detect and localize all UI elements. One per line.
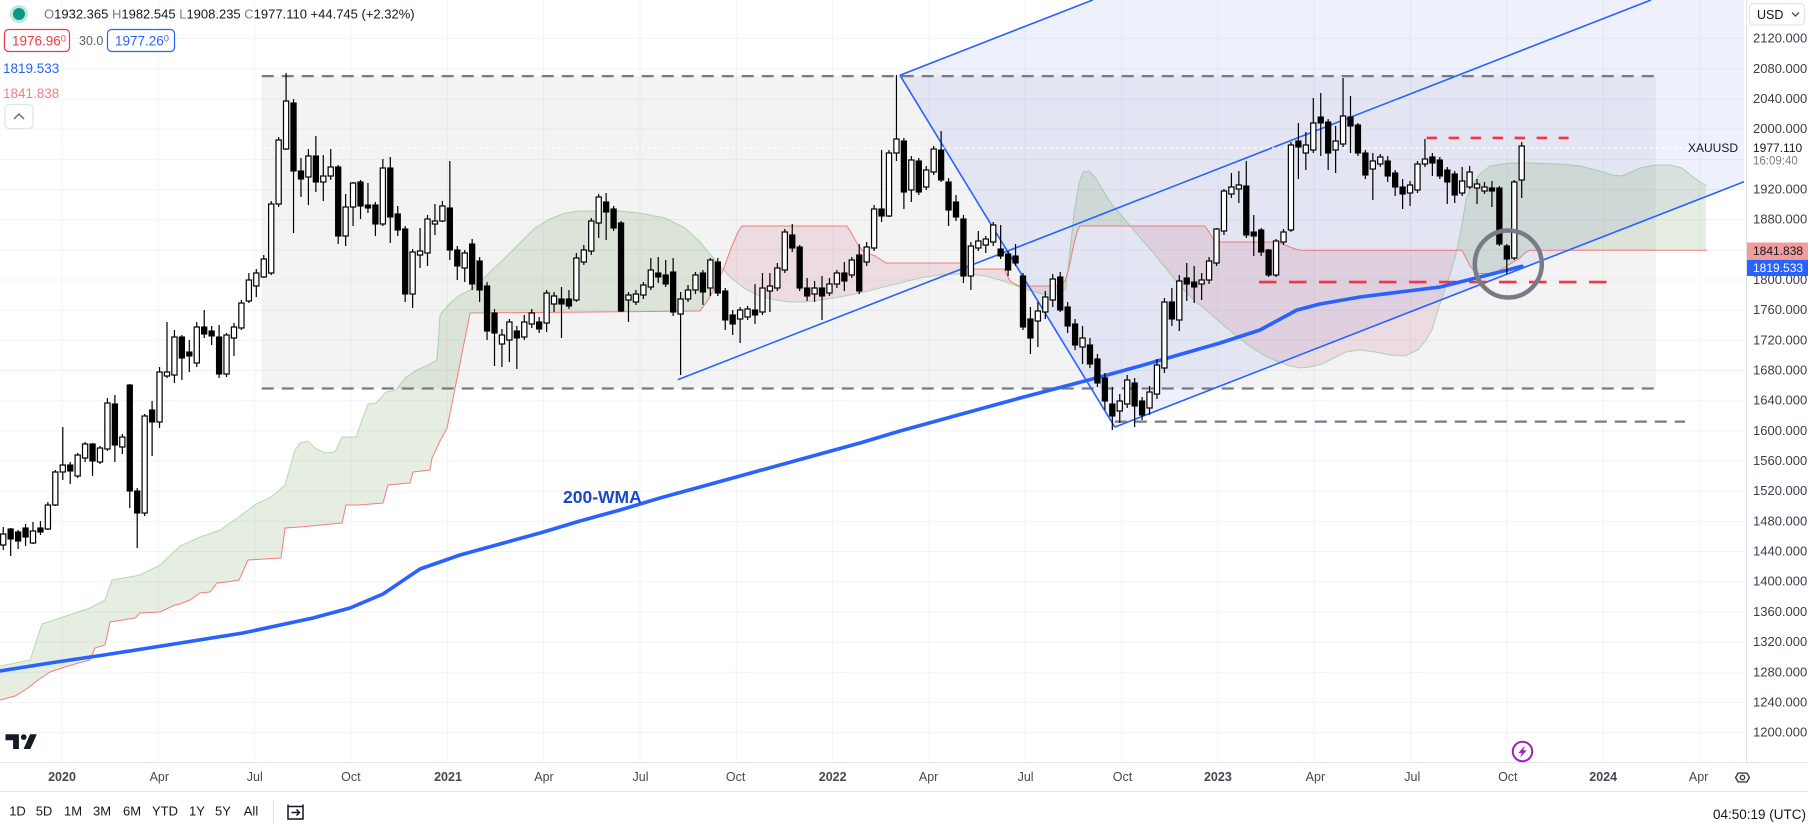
svg-text:1841.838: 1841.838 (1753, 244, 1803, 258)
svg-text:Oct: Oct (1113, 770, 1133, 784)
svg-text:3M: 3M (93, 804, 111, 819)
svg-text:Oct: Oct (726, 770, 746, 784)
svg-text:YTD: YTD (152, 804, 178, 819)
svg-text:04:50:19 (UTC): 04:50:19 (UTC) (1713, 807, 1806, 822)
svg-text:Oct: Oct (1498, 770, 1518, 784)
svg-text:1240.000: 1240.000 (1753, 694, 1807, 709)
svg-text:2022: 2022 (819, 770, 847, 784)
svg-text:1880.000: 1880.000 (1753, 212, 1807, 227)
svg-text:2000.000: 2000.000 (1753, 121, 1807, 136)
svg-text:1400.000: 1400.000 (1753, 574, 1807, 589)
svg-text:1320.000: 1320.000 (1753, 634, 1807, 649)
svg-text:1977.110: 1977.110 (1753, 141, 1802, 155)
svg-text:1841.838: 1841.838 (3, 86, 59, 101)
svg-text:1440.000: 1440.000 (1753, 544, 1807, 559)
svg-text:1560.000: 1560.000 (1753, 453, 1807, 468)
svg-text:1920.000: 1920.000 (1753, 182, 1807, 197)
svg-text:Apr: Apr (919, 770, 938, 784)
svg-text:1M: 1M (64, 804, 82, 819)
svg-text:1819.533: 1819.533 (1753, 261, 1803, 275)
svg-text:XAUUSD: XAUUSD (1688, 141, 1738, 155)
svg-text:Apr: Apr (1689, 770, 1708, 784)
svg-text:2024: 2024 (1589, 770, 1617, 784)
svg-text:Jul: Jul (633, 770, 649, 784)
svg-text:1680.000: 1680.000 (1753, 363, 1807, 378)
svg-text:1280.000: 1280.000 (1753, 664, 1807, 679)
svg-text:Jul: Jul (1018, 770, 1034, 784)
svg-text:Jul: Jul (247, 770, 263, 784)
svg-text:2023: 2023 (1204, 770, 1232, 784)
svg-text:2080.000: 2080.000 (1753, 61, 1807, 76)
svg-text:Jul: Jul (1404, 770, 1420, 784)
svg-text:1640.000: 1640.000 (1753, 393, 1807, 408)
svg-text:Apr: Apr (150, 770, 169, 784)
svg-text:1600.000: 1600.000 (1753, 423, 1807, 438)
svg-text:1D: 1D (9, 804, 26, 819)
svg-text:1819.533: 1819.533 (3, 61, 59, 76)
svg-text:5D: 5D (36, 804, 53, 819)
svg-text:200-WMA: 200-WMA (563, 487, 642, 507)
svg-text:Apr: Apr (1306, 770, 1325, 784)
svg-text:1520.000: 1520.000 (1753, 483, 1807, 498)
svg-text:1200.000: 1200.000 (1753, 725, 1807, 740)
svg-text:2040.000: 2040.000 (1753, 91, 1807, 106)
svg-text:2021: 2021 (434, 770, 462, 784)
svg-text:2120.000: 2120.000 (1753, 31, 1807, 46)
svg-text:1Y: 1Y (189, 804, 205, 819)
svg-text:16:09:40: 16:09:40 (1753, 156, 1798, 168)
svg-text:1720.000: 1720.000 (1753, 332, 1807, 347)
svg-text:1760.000: 1760.000 (1753, 302, 1807, 317)
svg-text:1480.000: 1480.000 (1753, 513, 1807, 528)
svg-text:1977.260: 1977.260 (115, 34, 169, 49)
svg-text:1360.000: 1360.000 (1753, 604, 1807, 619)
svg-text:1976.960: 1976.960 (12, 34, 66, 49)
svg-text:O1932.365 H1982.545 L1908.235: O1932.365 H1982.545 L1908.235 C1977.110 … (44, 7, 415, 22)
svg-text:Apr: Apr (534, 770, 553, 784)
svg-text:2020: 2020 (48, 770, 76, 784)
svg-text:5Y: 5Y (215, 804, 231, 819)
svg-text:USD: USD (1757, 8, 1783, 22)
svg-text:All: All (244, 804, 259, 819)
svg-text:30.0: 30.0 (79, 34, 103, 48)
svg-text:Oct: Oct (341, 770, 361, 784)
svg-text:6M: 6M (123, 804, 141, 819)
